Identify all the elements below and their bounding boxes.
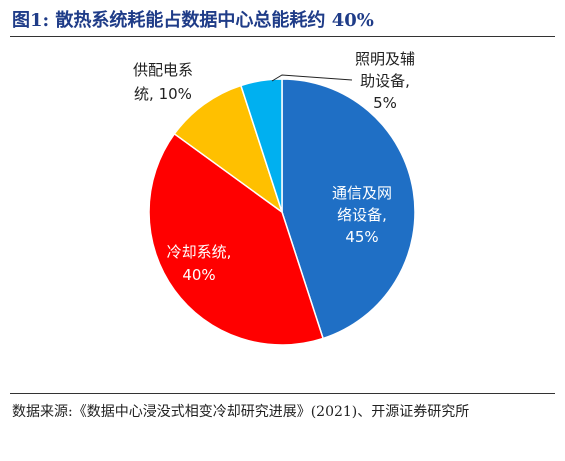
pie-label-lighting-auxiliary: 照明及辅助设备, 5% [355,50,415,112]
source-rule [10,393,555,394]
pie-slice-network-equipment [281,78,416,340]
pie-chart: 通信及网络设备, 45% 冷却系统, 40% 供配电系统, 10% 照明及辅助设备, 5% [133,50,416,346]
title-rule [10,36,555,37]
pie-slice-lighting-auxiliary [239,78,283,213]
pie-slice-power-supply-system [173,84,284,214]
pie-slice-cooling-system [148,132,325,346]
pie-label-cooling-system: 冷却系统, 40% [167,243,232,284]
figure-title: 图1: 散热系统耗能占数据中心总能耗约 40% [12,10,374,31]
source-note: 数据来源:《数据中心浸没式相变冷却研究进展》(2021)、开源证券研究所 [12,404,470,420]
pie-label-power-supply-system: 供配电系统, 10% [133,61,193,103]
leader-line-lighting [271,74,353,82]
pie-label-network-equipment: 通信及网络设备, 45% [332,184,392,246]
